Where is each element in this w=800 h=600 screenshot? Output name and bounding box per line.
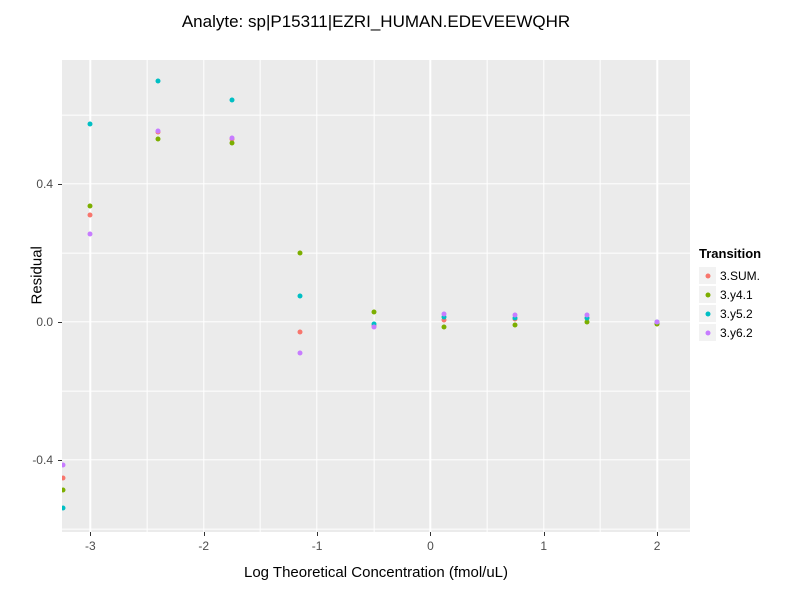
data-point: [229, 135, 235, 141]
data-point: [87, 203, 93, 209]
data-point: [584, 315, 590, 321]
legend-key: [699, 305, 716, 322]
legend-key: [699, 324, 716, 341]
data-point: [62, 505, 66, 511]
data-point: [229, 140, 235, 146]
gridline-major: [429, 60, 432, 532]
legend-item-label: 3.y6.2: [720, 325, 753, 340]
gridline-minor: [373, 60, 375, 532]
data-point: [371, 309, 377, 314]
gridline-minor: [486, 60, 488, 532]
legend-point-swatch: [705, 311, 710, 316]
gridline-minor: [62, 252, 690, 254]
data-point: [371, 321, 377, 327]
data-point: [297, 250, 303, 256]
gridline-major: [656, 60, 658, 532]
legend-item: 3.SUM.: [699, 266, 761, 285]
data-point: [512, 312, 518, 318]
gridline-major: [316, 60, 318, 532]
gridline-minor: [62, 114, 690, 116]
y-tick-label: -0.4: [32, 452, 53, 467]
data-point: [512, 315, 518, 321]
gridline-minor: [600, 60, 601, 532]
y-tick-mark: [58, 184, 62, 186]
data-point: [654, 319, 660, 325]
gridline-minor: [260, 60, 261, 532]
gridline-major: [62, 458, 690, 461]
data-point: [87, 231, 93, 237]
legend-item: 3.y5.2: [699, 304, 761, 323]
data-point: [62, 475, 66, 481]
y-axis-title: Residual: [28, 246, 46, 305]
data-point: [297, 293, 303, 299]
data-point: [229, 97, 235, 103]
data-point: [87, 212, 93, 218]
x-tick-mark: [430, 532, 432, 536]
x-tick-label: -1: [311, 539, 323, 553]
data-point: [512, 322, 518, 328]
legend-item-label: 3.SUM.: [720, 268, 761, 283]
legend-title: Transition: [699, 246, 762, 261]
x-tick-mark: [203, 532, 205, 536]
data-point: [371, 324, 377, 330]
data-point: [297, 350, 303, 356]
x-axis-title: Log Theoretical Concentration (fmol/uL): [243, 564, 509, 581]
y-tick-label: 0.0: [36, 314, 53, 329]
legend-key: [699, 286, 716, 303]
data-point: [441, 317, 447, 323]
data-point: [584, 319, 590, 325]
x-tick-mark: [657, 532, 659, 536]
gridline-minor: [146, 60, 148, 532]
legend-item-label: 3.y5.2: [720, 306, 753, 321]
legend-point-swatch: [705, 292, 710, 297]
legend-point-swatch: [705, 273, 710, 278]
gridline-minor: [62, 390, 690, 392]
data-point: [155, 78, 161, 84]
legend-item: 3.y4.1: [699, 285, 761, 304]
x-tick-label: 2: [653, 539, 661, 553]
gridline-major: [89, 60, 92, 532]
data-point: [87, 121, 93, 127]
data-point: [584, 312, 590, 318]
x-tick-mark: [543, 532, 545, 536]
legend-item: 3.y6.2: [699, 323, 761, 342]
data-point: [62, 462, 66, 468]
legend-point-swatch: [705, 330, 710, 335]
legend: Transition 3.SUM. 3.y4.1 3.y5.2 3.y6.2: [699, 246, 761, 342]
plot-panel: [62, 60, 690, 532]
gridline-major: [543, 60, 545, 532]
data-point: [441, 324, 447, 330]
x-tick-label: 0: [427, 539, 434, 553]
gridline-minor: [62, 528, 690, 529]
data-point: [297, 329, 303, 335]
y-tick-mark: [58, 321, 62, 323]
legend-key: [699, 267, 716, 284]
x-tick-label: -2: [198, 539, 210, 553]
x-tick-mark: [317, 532, 319, 536]
data-point: [155, 136, 161, 142]
gridline-major: [202, 60, 205, 532]
y-tick-label: 0.4: [36, 177, 53, 192]
gridline-major: [62, 183, 690, 185]
data-point: [441, 311, 447, 317]
data-point: [62, 487, 66, 493]
legend-item-label: 3.y4.1: [720, 287, 753, 302]
x-tick-label: -3: [84, 539, 96, 553]
y-tick-mark: [58, 459, 62, 461]
x-tick-label: 1: [540, 539, 548, 553]
data-point: [155, 128, 161, 134]
plot-title: Analyte: sp|P15311|EZRI_HUMAN.EDEVEEWQHR: [181, 12, 571, 31]
x-tick-mark: [90, 532, 92, 536]
